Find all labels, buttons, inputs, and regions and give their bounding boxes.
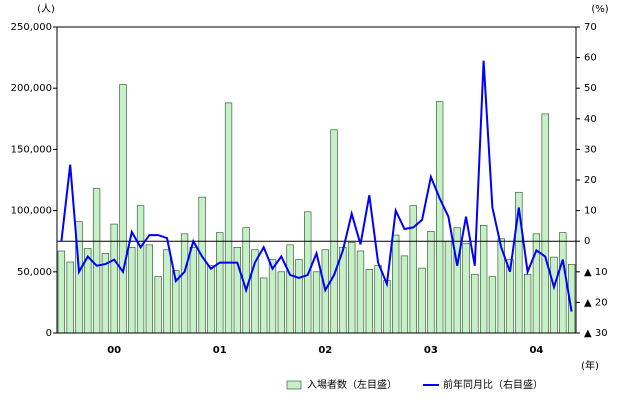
x-tick-label: 01 (213, 345, 227, 356)
y2-tick-label: 60 (584, 53, 597, 64)
bar (110, 223, 118, 334)
y2-tick-label: 40 (584, 114, 597, 125)
bar (427, 231, 435, 334)
bar (374, 265, 382, 334)
bar (348, 242, 356, 334)
y2-tick-label: 0 (584, 236, 590, 247)
x-tick-label: 00 (107, 345, 121, 356)
bar (356, 250, 365, 334)
x-tick-label: 03 (424, 345, 438, 356)
bar (57, 250, 66, 334)
y-tick-label: 250,000 (11, 22, 52, 33)
y-tick-label: 100,000 (11, 206, 52, 217)
bar (383, 280, 391, 334)
legend-swatch (286, 380, 302, 390)
y-tick-label: 50,000 (17, 267, 52, 278)
bar (277, 271, 285, 334)
y-unit: (人) (37, 3, 55, 15)
bar (119, 84, 127, 334)
bar (330, 129, 338, 334)
y2-tick-label: 20 (584, 175, 597, 186)
bar (92, 188, 101, 334)
bar (312, 271, 321, 334)
x-tick-label: 02 (318, 345, 332, 356)
bar (365, 269, 373, 334)
bar (145, 244, 154, 334)
bar (471, 273, 479, 334)
bar (559, 232, 567, 334)
bar (154, 276, 162, 334)
bar (339, 247, 347, 334)
y-tick-label: 0 (46, 328, 52, 339)
x-unit: (年) (581, 359, 599, 372)
bar (180, 233, 189, 334)
y2-unit: (%) (591, 4, 608, 15)
y-tick-label: 200,000 (11, 83, 52, 94)
y2-tick-label: 30 (584, 144, 597, 155)
y2-tick-label: 50 (584, 83, 597, 94)
bar (66, 261, 74, 334)
bar (488, 276, 497, 334)
bar (128, 247, 136, 334)
y2-tick-label: ▲ 10 (584, 267, 608, 278)
bar (392, 234, 400, 334)
bar (207, 265, 215, 334)
y2-tick-label: ▲ 30 (584, 328, 608, 339)
y2-tick-label: ▲ 20 (584, 297, 608, 308)
y-tick-label: 150,000 (11, 144, 52, 155)
bar (260, 277, 268, 334)
x-tick-label: 04 (529, 345, 543, 356)
bar (550, 256, 558, 334)
bar (189, 247, 197, 334)
bar (523, 273, 532, 334)
bar (532, 233, 541, 334)
legend-label: 入場者数（左目盛） (307, 378, 397, 391)
bar (224, 102, 233, 334)
y2-tick-label: 10 (584, 206, 597, 217)
bar (541, 113, 549, 334)
bar (198, 196, 206, 334)
plot-frame (56, 26, 577, 334)
bar (462, 243, 470, 334)
bar (295, 259, 303, 334)
bar (136, 205, 145, 334)
line (60, 60, 573, 312)
bar (286, 244, 294, 334)
bar (233, 247, 241, 334)
bar (216, 232, 224, 334)
bar (268, 259, 277, 334)
bar (436, 101, 444, 334)
bar (400, 255, 409, 334)
y2-tick-label: 70 (584, 22, 597, 33)
bar (444, 240, 453, 334)
bar (163, 249, 171, 334)
legend-label: 前年同月比（右目盛） (443, 378, 543, 391)
bar (418, 267, 426, 334)
bar (453, 227, 461, 334)
